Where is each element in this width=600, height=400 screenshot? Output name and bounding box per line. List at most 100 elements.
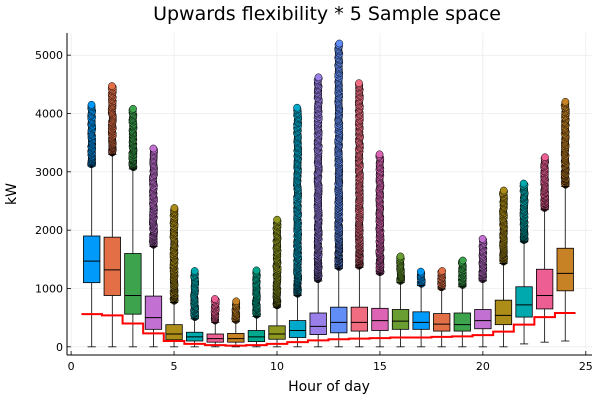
box-body (206, 333, 224, 343)
y-tick-label: 4000 (35, 108, 63, 121)
outlier-point (355, 79, 363, 88)
outliers-hour-6 (190, 267, 200, 321)
x-tick-label: 5 (171, 360, 178, 373)
box-body (227, 333, 245, 343)
outliers-hour-11 (293, 103, 303, 298)
y-tick-label: 3000 (35, 166, 63, 179)
outliers-hour-14 (354, 79, 364, 270)
box-hour-15 (371, 273, 389, 348)
outlier-point (149, 144, 158, 153)
outliers-hour-17 (416, 267, 426, 288)
box-body (515, 286, 533, 318)
box-hour-19 (453, 286, 471, 348)
outlier-point (129, 104, 137, 113)
x-tick-label: 15 (373, 360, 387, 373)
outliers-hour-20 (478, 235, 488, 284)
box-body (556, 247, 574, 292)
box-body (83, 235, 101, 284)
x-tick-label: 0 (68, 360, 75, 373)
outliers-hour-12 (313, 73, 323, 284)
outlier-point (478, 235, 487, 243)
outlier-point (170, 204, 179, 212)
outliers-hour-13 (334, 39, 344, 271)
box-body (124, 253, 142, 315)
box-hour-3 (124, 168, 142, 348)
box-body (103, 236, 121, 296)
outliers-hour-18 (437, 267, 447, 292)
outlier-point (458, 256, 467, 265)
outlier-point (561, 97, 570, 106)
x-tick-label: 25 (579, 360, 593, 373)
outliers-hour-24 (560, 97, 570, 189)
x-tick-label: 20 (476, 360, 490, 373)
outlier-point (232, 297, 241, 306)
box-body (371, 307, 389, 331)
box-hour-12 (309, 280, 327, 348)
box-hour-1 (83, 165, 101, 348)
outliers-hour-23 (540, 153, 550, 212)
outlier-point (438, 267, 447, 275)
outliers-hour-5 (169, 204, 179, 305)
box-body (309, 312, 327, 335)
outliers-hour-4 (149, 144, 158, 249)
box-hour-11 (288, 295, 307, 348)
box-body (453, 312, 471, 332)
box-hour-5 (165, 302, 183, 348)
box-hour-21 (494, 263, 513, 348)
outlier-point (375, 150, 384, 159)
outlier-point (499, 186, 508, 195)
box-body (391, 309, 410, 330)
boxes-layer (83, 153, 574, 348)
outlier-point (335, 39, 344, 48)
y-tick-label: 1000 (35, 283, 63, 296)
y-tick-label: 0 (56, 341, 63, 354)
axes: 0 5 10 15 20 25 0 1000 2000 3000 4000 5000 (35, 33, 593, 373)
lower-bound-line-layer (81, 312, 576, 347)
box-hour-23 (536, 209, 554, 343)
x-axis-title: Hour of day (288, 379, 370, 395)
outliers-hour-1 (87, 100, 97, 169)
lower-bound-line (81, 312, 576, 347)
box-hour-6 (186, 318, 204, 348)
box-body (536, 268, 554, 310)
y-axis-title: kW (4, 183, 20, 205)
outlier-point (108, 82, 116, 90)
box-body (165, 324, 183, 341)
box-body (433, 313, 451, 332)
outliers-hour-19 (457, 256, 467, 289)
box-body (247, 330, 266, 342)
box-hour-24 (556, 186, 574, 342)
x-tick-label: 10 (270, 360, 284, 373)
box-body (350, 306, 368, 332)
box-body (288, 320, 307, 338)
box-hour-16 (391, 282, 410, 348)
outlier-point (541, 153, 549, 162)
box-hour-13 (330, 268, 348, 348)
box-hour-8 (227, 321, 245, 348)
box-hour-14 (350, 267, 368, 348)
outliers-hour-21 (499, 186, 508, 266)
outlier-point (293, 103, 301, 112)
box-hour-10 (268, 306, 286, 348)
box-hour-22 (515, 241, 533, 345)
box-hour-7 (206, 321, 224, 348)
box-body (494, 299, 513, 326)
outliers-hour-2 (107, 82, 117, 157)
outlier-point (396, 252, 405, 261)
outliers-hour-22 (519, 179, 529, 244)
y-tick-label: 5000 (35, 49, 63, 62)
outlier-point (211, 295, 219, 303)
box-hour-18 (433, 288, 451, 348)
chart-title: Upwards flexibility * 5 Sample space (153, 3, 501, 25)
box-hour-2 (103, 153, 121, 348)
outliers-hour-8 (231, 297, 241, 324)
box-hour-20 (474, 280, 492, 348)
box-hour-9 (247, 316, 266, 348)
outlier-point (519, 179, 528, 188)
y-tick-label: 2000 (35, 224, 63, 237)
outliers-hour-7 (210, 295, 220, 325)
box-body (268, 325, 286, 340)
outliers-hour-9 (251, 266, 261, 319)
box-body (144, 295, 163, 330)
box-body (474, 309, 492, 330)
